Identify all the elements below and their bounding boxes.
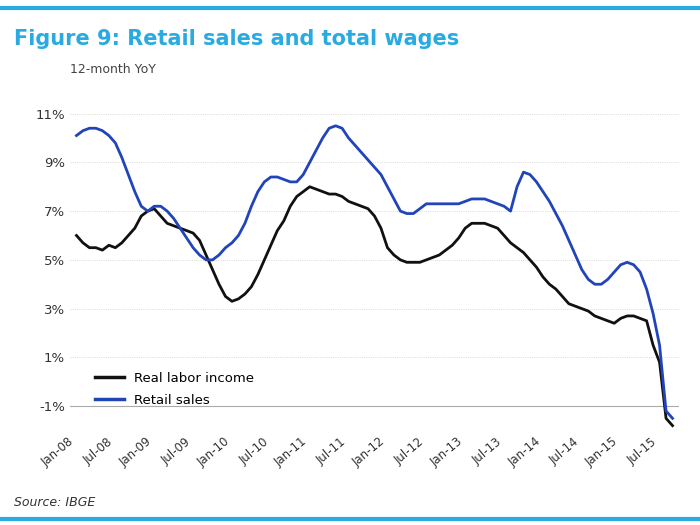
Legend: Real labor income, Retail sales: Real labor income, Retail sales: [95, 372, 255, 407]
Text: Source: IBGE: Source: IBGE: [14, 496, 95, 509]
Text: 12-month YoY: 12-month YoY: [70, 62, 156, 76]
Text: Figure 9: Retail sales and total wages: Figure 9: Retail sales and total wages: [14, 29, 459, 49]
